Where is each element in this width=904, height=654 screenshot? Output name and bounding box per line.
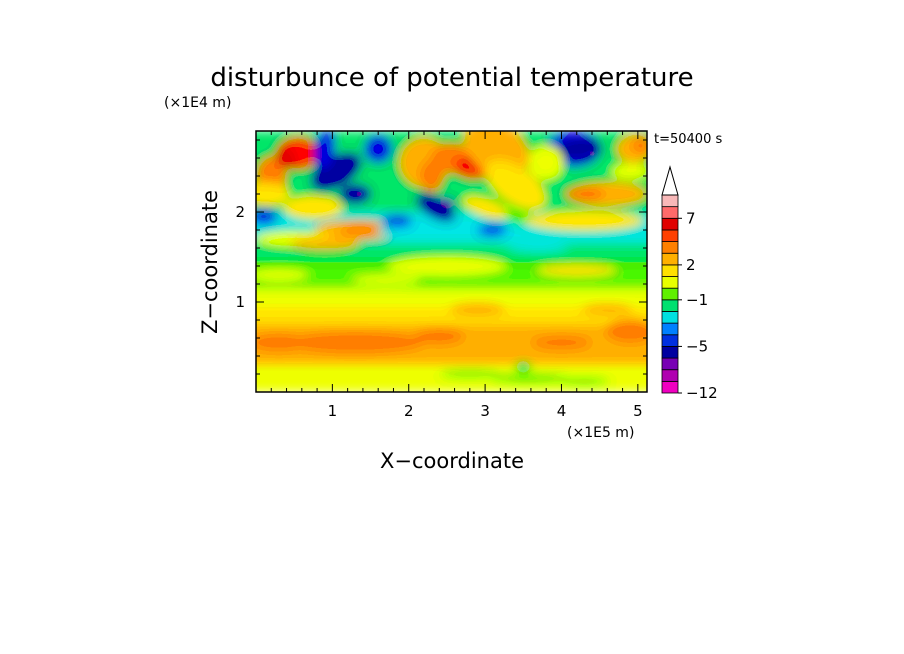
colorbar-band xyxy=(661,229,679,242)
y-axis-unit: (×1E4 m) xyxy=(164,95,231,111)
colorbar-band xyxy=(661,264,679,277)
colorbar-band xyxy=(661,311,679,324)
colorbar-band xyxy=(661,346,679,359)
x-tick-label: 1 xyxy=(328,402,338,420)
x-tick-label: 2 xyxy=(404,402,414,420)
contour-field xyxy=(256,131,647,392)
plot-frame xyxy=(255,130,648,393)
x-axis-unit: (×1E5 m) xyxy=(567,425,634,441)
y-axis-label: Z−coordinate xyxy=(198,190,222,334)
colorbar-band xyxy=(661,287,679,301)
colorbar-label: −12 xyxy=(686,384,718,402)
x-tick-label: 4 xyxy=(557,402,567,420)
colorbar-band xyxy=(661,241,679,254)
colorbar-band xyxy=(661,276,679,289)
colorbar xyxy=(661,165,682,394)
x-tick-label: 3 xyxy=(480,402,490,420)
colorbar-band xyxy=(661,252,679,266)
x-axis-label: X−coordinate xyxy=(380,449,524,473)
colorbar-band xyxy=(661,380,679,394)
colorbar-label: 2 xyxy=(686,256,696,274)
colorbar-labels: −12−5−127 xyxy=(686,209,718,402)
colorbar-label: 7 xyxy=(686,209,696,227)
y-tick-label: 2 xyxy=(235,203,245,221)
time-label: t=50400 s xyxy=(654,132,722,147)
x-tick-label: 5 xyxy=(633,402,643,420)
colorbar-band xyxy=(661,357,679,371)
colorbar-band xyxy=(661,322,679,336)
colorbar-label: −5 xyxy=(686,337,708,355)
chart-title: disturbunce of potential temperature xyxy=(210,63,693,93)
colorbar-label: −1 xyxy=(686,291,708,309)
y-tick-label: 1 xyxy=(235,293,245,311)
x-tick-labels: 1 2 3 4 5 xyxy=(328,402,643,420)
colorbar-band xyxy=(661,369,679,382)
colorbar-band xyxy=(661,299,679,312)
colorbar-extend-arrow xyxy=(661,165,679,196)
colorbar-band xyxy=(661,206,679,219)
y-tick-labels: 12 xyxy=(235,203,245,311)
colorbar-band xyxy=(661,217,679,231)
colorbar-band xyxy=(661,194,679,208)
colorbar-band xyxy=(661,334,679,347)
